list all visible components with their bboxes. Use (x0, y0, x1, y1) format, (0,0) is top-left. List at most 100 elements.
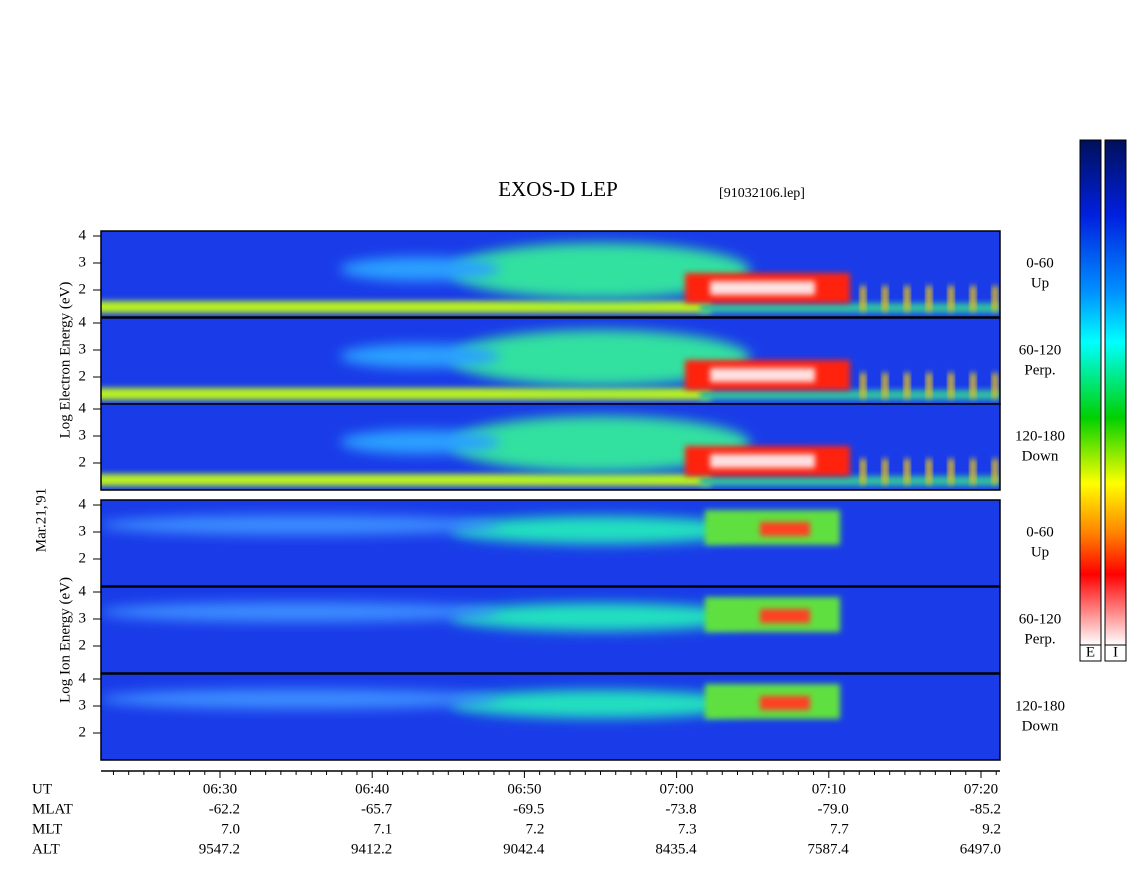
colorbar-label: I (1113, 644, 1118, 660)
row-value: -69.5 (513, 801, 544, 817)
hot (760, 609, 810, 623)
spike (948, 286, 954, 311)
row-value: 7.1 (373, 821, 392, 837)
spike (926, 286, 932, 311)
tick-label: 2 (79, 368, 87, 384)
spike (992, 373, 998, 398)
row-name: MLAT (32, 801, 73, 817)
row-name: MLT (32, 821, 62, 837)
spike (860, 286, 866, 311)
tick-label: 3 (79, 610, 87, 626)
row-value: 9042.4 (503, 841, 545, 857)
tick-label: 4 (79, 670, 87, 686)
spike (882, 459, 888, 484)
tick-label: 3 (79, 523, 87, 539)
core (710, 281, 815, 295)
panel-label: 0-60 (1026, 255, 1054, 271)
glow (450, 603, 750, 631)
row-value: -73.8 (665, 801, 696, 817)
glow (450, 330, 750, 386)
tick-label: 2 (79, 454, 87, 470)
spike (926, 373, 932, 398)
spike (860, 373, 866, 398)
glow (101, 515, 500, 535)
band (700, 303, 1000, 313)
spike (948, 459, 954, 484)
row-value: 7587.4 (808, 841, 850, 857)
panel: 4 3 2 60-120 Perp. (79, 583, 1061, 674)
tick-label: 2 (79, 637, 87, 653)
tick-label: 3 (79, 427, 87, 443)
glow (101, 689, 500, 709)
tick-label: 4 (79, 314, 87, 330)
colorbar (1104, 139, 1127, 646)
frame (100, 230, 1001, 318)
band (101, 301, 711, 313)
colorbar-box (1104, 644, 1127, 662)
electron-axis-label: Log Electron Energy (eV) (57, 282, 73, 439)
panel: 4 3 2 60-120 Perp. (79, 314, 1062, 405)
band (700, 390, 1000, 400)
row-value: 9547.2 (199, 841, 240, 857)
panel-label: 60-120 (1019, 342, 1062, 358)
frame (100, 586, 1001, 674)
glow (450, 690, 750, 718)
colorbar-box (1079, 644, 1102, 662)
spike (926, 459, 932, 484)
ion-axis-label: Log Ion Energy (eV) (57, 577, 73, 703)
spectrogram (101, 500, 1000, 586)
spike (970, 373, 976, 398)
panel-label: 0-60 (1026, 524, 1054, 540)
glow (450, 516, 750, 544)
colorbar-label: E (1086, 644, 1095, 660)
panel-label: Up (1031, 544, 1049, 560)
spike (882, 286, 888, 311)
panel-label: Down (1022, 718, 1059, 734)
spike (860, 459, 866, 484)
panel-label: Up (1031, 275, 1049, 291)
core (710, 368, 815, 382)
tick-label: 4 (79, 227, 87, 243)
tick-label: 3 (79, 697, 87, 713)
spike (970, 459, 976, 484)
row-value: 7.0 (221, 821, 240, 837)
band (101, 474, 711, 486)
tick-label: 2 (79, 724, 87, 740)
spike (904, 459, 910, 484)
colorbar (1079, 139, 1102, 646)
row-value: -62.2 (209, 801, 240, 817)
glow (340, 430, 500, 454)
glow (450, 416, 750, 472)
row-value: 06:50 (507, 781, 541, 797)
glow (450, 243, 750, 299)
row-name: ALT (32, 841, 60, 857)
tick-label: 4 (79, 496, 87, 512)
spike (992, 286, 998, 311)
row-value: 07:10 (812, 781, 846, 797)
tick-label: 3 (79, 341, 87, 357)
spectrogram (101, 231, 1000, 317)
row-value: 9412.2 (351, 841, 392, 857)
row-value: -65.7 (361, 801, 393, 817)
glow (101, 602, 500, 622)
spike (970, 286, 976, 311)
title: EXOS-D LEP (498, 177, 618, 201)
panel-label: Perp. (1024, 631, 1055, 647)
tick-label: 2 (79, 550, 87, 566)
tick-label: 3 (79, 254, 87, 270)
tick-label: 2 (79, 281, 87, 297)
hot (760, 522, 810, 536)
panel-label: 120-180 (1015, 698, 1065, 714)
row-value: -85.2 (970, 801, 1001, 817)
spectrogram (101, 318, 1000, 404)
file-name: [91032106.lep] (719, 186, 805, 201)
row-value: 07:20 (964, 781, 998, 797)
spike (948, 373, 954, 398)
panel-label: 120-180 (1015, 428, 1065, 444)
row-value: 07:00 (660, 781, 694, 797)
row-value: -79.0 (818, 801, 849, 817)
panel: 4 3 2 0-60 Up (79, 496, 1054, 587)
panel: 4 3 2 120-180 Down (79, 670, 1065, 761)
